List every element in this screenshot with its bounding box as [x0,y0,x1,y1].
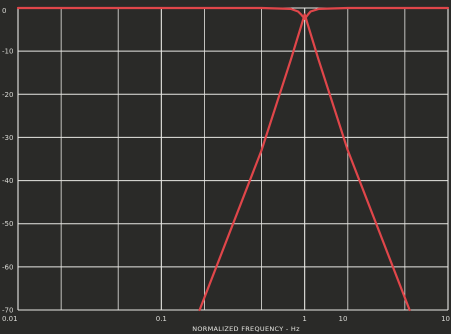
x-tick-label: 1 [302,315,306,323]
x-tick-label: 10 [339,315,348,323]
y-tick-label: -40 [2,177,13,185]
x-tick-label: 0.01 [2,315,18,323]
x-tick-label: 10 [441,315,450,323]
series-line-0 [16,6,450,20]
curves [16,6,450,312]
series-line-1 [198,13,411,312]
y-tick-label: -70 [2,307,13,315]
x-tick-labels: 0.01 0.1 1 10 10 [2,315,450,323]
y-tick-label: -60 [2,263,13,271]
y-tick-label: 0 [2,7,6,15]
x-axis-title: NORMALIZED FREQUENCY - Hz [192,325,300,333]
y-tick-label: -20 [2,91,13,99]
y-tick-label: -30 [2,134,13,142]
y-tick-labels: 0 -10 -20 -30 -40 -50 -60 -70 [2,7,13,315]
x-tick-label: 0.1 [156,315,167,323]
y-tick-label: -10 [2,48,13,56]
y-tick-label: -50 [2,220,13,228]
